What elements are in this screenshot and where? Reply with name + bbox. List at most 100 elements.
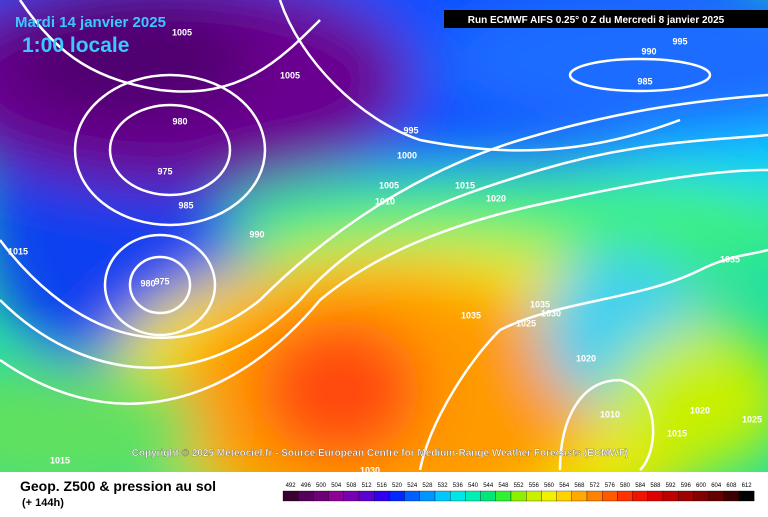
legend-swatch: [404, 490, 420, 502]
legend-swatch: [632, 490, 648, 502]
legend-swatch: [358, 490, 375, 502]
isobar-label: 1000: [397, 150, 417, 160]
legend-swatch: [556, 490, 572, 502]
isobar-label: 1035: [461, 310, 481, 320]
isobar-label: 1015: [8, 246, 28, 256]
isobar-label: 1025: [516, 318, 536, 328]
isobar-label: 1015: [455, 180, 475, 190]
isobar-label: 990: [641, 46, 656, 56]
isobar-label: 1025: [742, 414, 762, 424]
isobar-label: 1005: [280, 70, 300, 80]
legend-label: 592: [666, 483, 677, 489]
legend-swatch: [450, 490, 466, 502]
footer-title: Geop. Z500 & pression au sol: [20, 478, 216, 494]
legend-label: 536: [453, 483, 464, 489]
legend-label: 520: [392, 483, 403, 489]
legend-swatch: [434, 490, 451, 502]
legend-swatch: [571, 490, 588, 502]
legend-label: 524: [407, 483, 418, 489]
legend-swatch: [419, 490, 436, 502]
isobar-label: 1035: [720, 254, 740, 264]
legend-swatch: [480, 490, 496, 502]
legend-label: 572: [590, 483, 601, 489]
legend-label: 540: [468, 483, 479, 489]
isobar-label: 1015: [667, 428, 687, 438]
legend-swatch: [586, 490, 603, 502]
legend-label: 576: [605, 483, 616, 489]
isobar-label: 1010: [375, 196, 395, 206]
legend-swatch: [708, 490, 724, 502]
legend-swatch: [738, 490, 755, 502]
footer-subtitle: (+ 144h): [22, 497, 64, 509]
time: 1:00 locale: [22, 34, 129, 57]
legend-label: 608: [726, 483, 737, 489]
isobar-label: 995: [672, 36, 687, 46]
legend-swatch: [374, 490, 390, 502]
legend-label: 580: [620, 483, 631, 489]
copyright: Copyright © 2025 Meteociel.fr - Source E…: [132, 448, 629, 459]
isobar-label: 1005: [379, 180, 399, 190]
legend-label: 528: [422, 483, 433, 489]
legend-swatch: [693, 490, 709, 502]
legend-label: 512: [362, 483, 373, 489]
isobar-label: 975: [157, 166, 172, 176]
isobar-label: 975: [154, 276, 169, 286]
isobar-label: 995: [403, 125, 418, 135]
isobar-label: 1030: [541, 308, 561, 318]
legend-swatch: [662, 490, 679, 502]
isobar-label: 1035: [530, 299, 550, 309]
date: Mardi 14 janvier 2025: [15, 14, 166, 31]
run-box: [444, 10, 768, 28]
legend-swatch: [678, 490, 694, 502]
legend-label: 492: [286, 483, 297, 489]
isobar-label: 1030: [360, 465, 380, 475]
legend: 492 496 500 504 508 512 516 520 524 528 532 536 540 5…: [282, 483, 755, 502]
isobar-label: 985: [637, 76, 652, 86]
legend-swatch: [282, 490, 299, 502]
isobar-label: 1020: [690, 405, 710, 415]
legend-label: 564: [559, 483, 570, 489]
isobar-label: 1020: [576, 353, 596, 363]
legend-swatch: [723, 490, 740, 502]
legend-label: 584: [635, 483, 646, 489]
legend-label: 504: [331, 483, 342, 489]
isobar-label: 980: [140, 278, 155, 288]
legend-label: 508: [346, 483, 357, 489]
run-info: Run ECMWF AIFS 0.25° 0 Z du Mercredi 8 j…: [468, 15, 725, 26]
legend-swatch: [510, 490, 527, 502]
isobar-label: 1010: [600, 409, 620, 419]
legend-label: 560: [544, 483, 555, 489]
isobar-label: 1005: [172, 27, 192, 37]
legend-swatch: [343, 490, 360, 502]
legend-swatch: [541, 490, 557, 502]
legend-swatch: [526, 490, 542, 502]
legend-label: 552: [514, 483, 525, 489]
legend-label: 496: [301, 483, 312, 489]
legend-label: 544: [483, 483, 494, 489]
isobar-lines: [0, 0, 768, 471]
legend-label: 556: [529, 483, 540, 489]
legend-swatch: [495, 490, 512, 502]
isobar-label: 985: [178, 200, 193, 210]
legend-label: 516: [377, 483, 388, 489]
legend-label: 588: [650, 483, 661, 489]
legend-label: 532: [438, 483, 449, 489]
isobar-label: 990: [249, 229, 264, 239]
legend-label: 612: [742, 483, 753, 489]
legend-swatch: [389, 490, 405, 502]
legend-swatch: [617, 490, 633, 502]
legend-swatch: [328, 490, 344, 502]
legend-label: 548: [498, 483, 509, 489]
isobar-label: 980: [172, 116, 187, 126]
legend-label: 604: [711, 483, 722, 489]
legend-label: 500: [316, 483, 327, 489]
legend-label: 600: [696, 483, 707, 489]
legend-swatch: [602, 490, 618, 502]
legend-swatch: [298, 490, 314, 502]
isobar-label: 1015: [50, 455, 70, 465]
legend-swatch: [313, 490, 329, 502]
